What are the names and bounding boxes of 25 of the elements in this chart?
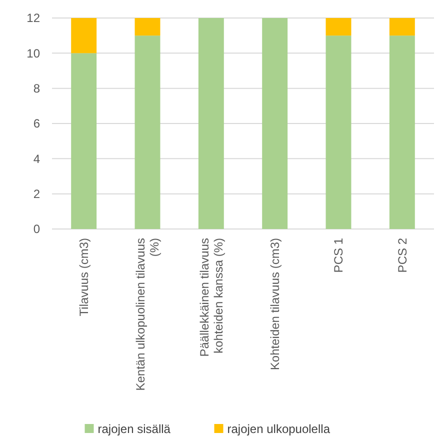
x-tick-label: PCS 1 bbox=[332, 238, 346, 273]
y-tick-label: 0 bbox=[33, 222, 40, 236]
x-tick-label: Päällekkäinen tilavuus kohteiden kanssa (%) bbox=[197, 238, 226, 357]
bar bbox=[326, 18, 352, 36]
x-tick-label: Kentän ulkopuolinen tilavuus (%) bbox=[134, 238, 162, 391]
x-tick-label: PCS 2 bbox=[395, 238, 410, 273]
y-tick-label: 4 bbox=[33, 152, 40, 166]
y-tick-label: 12 bbox=[26, 11, 40, 26]
y-tick-label: 10 bbox=[26, 46, 40, 60]
bar bbox=[198, 18, 224, 229]
bar bbox=[71, 18, 97, 54]
bar bbox=[389, 36, 415, 229]
y-tick-label: 8 bbox=[33, 82, 40, 96]
legend-label: rajojen ulkopuolella bbox=[227, 422, 330, 436]
bar bbox=[326, 36, 352, 229]
y-tick-label: 2 bbox=[33, 187, 40, 202]
bar bbox=[389, 18, 415, 36]
y-tick-label: 6 bbox=[33, 116, 40, 131]
legend-label: rajojen sisällä bbox=[98, 422, 171, 436]
bar bbox=[262, 18, 288, 229]
x-tick-label: Tilavuus (cm3) bbox=[77, 238, 92, 316]
bar bbox=[134, 36, 160, 229]
x-tick-label: Kohteiden tilavuus (cm3) bbox=[268, 238, 282, 370]
bar bbox=[134, 18, 160, 36]
bar bbox=[71, 53, 97, 229]
